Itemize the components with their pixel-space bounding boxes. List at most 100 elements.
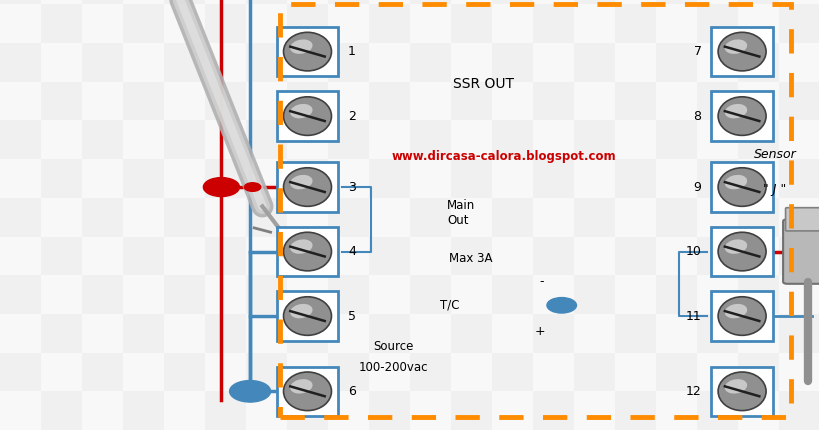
Bar bbox=[573, 120, 614, 159]
Bar bbox=[246, 198, 287, 237]
Bar bbox=[696, 159, 737, 198]
Bar bbox=[573, 4, 614, 43]
FancyBboxPatch shape bbox=[711, 366, 771, 416]
Bar bbox=[164, 275, 205, 314]
Bar bbox=[246, 4, 287, 43]
Bar bbox=[450, 353, 491, 391]
Bar bbox=[655, 43, 696, 82]
Bar bbox=[655, 391, 696, 430]
Bar bbox=[328, 353, 369, 391]
Text: Main
Out: Main Out bbox=[446, 199, 474, 227]
FancyBboxPatch shape bbox=[711, 163, 771, 212]
Bar bbox=[369, 0, 410, 4]
Ellipse shape bbox=[724, 304, 746, 318]
Bar bbox=[82, 0, 123, 4]
Bar bbox=[205, 353, 246, 391]
Text: 4: 4 bbox=[347, 245, 355, 258]
Bar bbox=[410, 275, 450, 314]
Bar bbox=[696, 4, 737, 43]
Bar bbox=[655, 159, 696, 198]
Bar bbox=[82, 275, 123, 314]
Text: Max 3A: Max 3A bbox=[448, 252, 491, 264]
Bar bbox=[410, 4, 450, 43]
Bar bbox=[410, 353, 450, 391]
Bar bbox=[123, 159, 164, 198]
Ellipse shape bbox=[717, 97, 765, 135]
Bar bbox=[573, 353, 614, 391]
Bar bbox=[778, 237, 819, 275]
Bar bbox=[123, 237, 164, 275]
Bar bbox=[696, 275, 737, 314]
Bar bbox=[655, 82, 696, 120]
Bar bbox=[246, 159, 287, 198]
Bar bbox=[450, 43, 491, 82]
Bar bbox=[778, 353, 819, 391]
Bar bbox=[696, 198, 737, 237]
Bar bbox=[532, 314, 573, 353]
Bar bbox=[737, 237, 778, 275]
FancyBboxPatch shape bbox=[711, 292, 771, 341]
Bar bbox=[41, 4, 82, 43]
Bar bbox=[573, 43, 614, 82]
Bar bbox=[287, 120, 328, 159]
Bar bbox=[532, 0, 573, 4]
Bar bbox=[737, 314, 778, 353]
Bar bbox=[491, 4, 532, 43]
Bar bbox=[778, 159, 819, 198]
Bar bbox=[369, 275, 410, 314]
Bar bbox=[450, 120, 491, 159]
Bar bbox=[450, 0, 491, 4]
Bar bbox=[246, 82, 287, 120]
Ellipse shape bbox=[717, 168, 765, 206]
Text: 1: 1 bbox=[347, 45, 355, 58]
Bar bbox=[246, 43, 287, 82]
Bar bbox=[410, 198, 450, 237]
Bar bbox=[123, 198, 164, 237]
Bar bbox=[532, 275, 573, 314]
Bar bbox=[696, 0, 737, 4]
FancyBboxPatch shape bbox=[277, 92, 338, 141]
Bar bbox=[450, 159, 491, 198]
Bar bbox=[410, 43, 450, 82]
Bar bbox=[614, 0, 655, 4]
Ellipse shape bbox=[283, 168, 331, 206]
Bar bbox=[737, 353, 778, 391]
Bar bbox=[82, 353, 123, 391]
FancyBboxPatch shape bbox=[277, 163, 338, 212]
Text: 3: 3 bbox=[347, 181, 355, 194]
Bar bbox=[205, 391, 246, 430]
FancyBboxPatch shape bbox=[785, 208, 819, 231]
Bar bbox=[41, 159, 82, 198]
Bar bbox=[205, 120, 246, 159]
Bar bbox=[328, 4, 369, 43]
Ellipse shape bbox=[724, 379, 746, 393]
Bar bbox=[41, 0, 82, 4]
Bar bbox=[0, 82, 41, 120]
FancyBboxPatch shape bbox=[711, 92, 771, 141]
Bar bbox=[82, 314, 123, 353]
Bar bbox=[82, 82, 123, 120]
Bar bbox=[573, 237, 614, 275]
Bar bbox=[410, 159, 450, 198]
Bar bbox=[778, 314, 819, 353]
Ellipse shape bbox=[717, 297, 765, 335]
Bar bbox=[0, 198, 41, 237]
Bar bbox=[205, 82, 246, 120]
Bar bbox=[287, 198, 328, 237]
Bar bbox=[778, 4, 819, 43]
Bar bbox=[205, 159, 246, 198]
Bar bbox=[532, 391, 573, 430]
Bar bbox=[696, 237, 737, 275]
Bar bbox=[532, 198, 573, 237]
Bar bbox=[573, 314, 614, 353]
Bar bbox=[246, 120, 287, 159]
FancyBboxPatch shape bbox=[711, 227, 771, 276]
FancyBboxPatch shape bbox=[277, 27, 338, 77]
Bar bbox=[655, 0, 696, 4]
Ellipse shape bbox=[717, 232, 765, 271]
Bar bbox=[123, 4, 164, 43]
Bar bbox=[287, 391, 328, 430]
Bar bbox=[82, 4, 123, 43]
Bar bbox=[123, 0, 164, 4]
Bar bbox=[82, 159, 123, 198]
